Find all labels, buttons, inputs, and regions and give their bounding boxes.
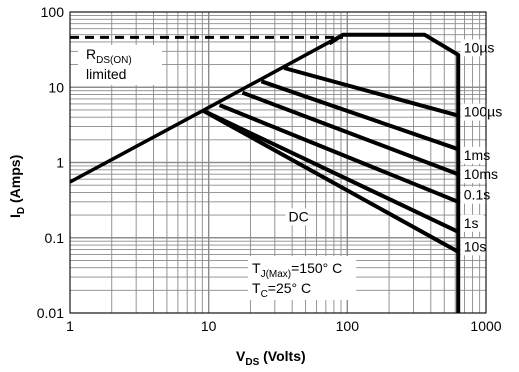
curve-label-bg xyxy=(460,166,501,184)
x-tick-label: 100 xyxy=(336,318,360,334)
series-line-10us xyxy=(328,32,461,313)
rdson-label: RDS(ON) xyxy=(86,46,132,66)
curve-label: 10µs xyxy=(464,39,495,55)
y-axis-title-sub: D xyxy=(16,207,27,214)
condition-tc-rest: =25° C xyxy=(268,280,311,296)
rdson-label-sub: DS(ON) xyxy=(96,55,132,66)
curve-label-bg xyxy=(460,103,510,121)
x-axis-title: VDS (Volts) xyxy=(236,348,306,368)
condition-tj-sub: J(Max) xyxy=(261,269,292,280)
rdson-label-box xyxy=(78,45,162,85)
rdson-label-main: R xyxy=(86,46,96,62)
x-axis-title-rest: (Volts) xyxy=(259,348,305,364)
y-axis-title: ID (Amps) xyxy=(7,155,27,218)
curve-label: 10ms xyxy=(464,166,498,182)
y-axis-title-rest: (Amps) xyxy=(7,155,23,207)
x-axis-title-sub: DS xyxy=(245,357,259,368)
curve-label-bg xyxy=(460,186,501,204)
condition-tj-rest: =150° C xyxy=(291,260,342,276)
conditions-box xyxy=(248,256,356,300)
y-tick-label: 0.01 xyxy=(37,305,64,321)
x-tick-label: 1000 xyxy=(470,318,501,334)
series-line-dc xyxy=(202,108,460,254)
series-line-1s xyxy=(202,108,460,234)
series-line-1ms xyxy=(260,79,459,152)
y-axis-title-main: I xyxy=(7,214,23,218)
series-line-0-1s xyxy=(218,103,459,204)
curve-label: 10s xyxy=(464,238,487,254)
curve-label: 1ms xyxy=(464,147,490,163)
x-axis-title-main: V xyxy=(236,348,246,364)
curve-label-bg xyxy=(460,214,484,232)
plot-border xyxy=(69,11,487,314)
curve-label: 0.1s xyxy=(464,187,490,203)
y-tick-label: 0.1 xyxy=(45,230,65,246)
grid xyxy=(69,11,487,314)
curve-label-bg xyxy=(460,238,493,256)
condition-tc: TC=25° C xyxy=(252,280,311,300)
y-tick-label: 1 xyxy=(56,155,64,171)
condition-tc-sub: C xyxy=(261,289,268,300)
x-tick-label: 10 xyxy=(201,318,217,334)
rdson-label-line2: limited xyxy=(86,66,126,82)
data-marks xyxy=(69,32,461,313)
curve-label: DC xyxy=(288,208,308,224)
condition-tj-main: T xyxy=(252,260,261,276)
y-tick-label: 10 xyxy=(48,79,64,95)
x-tick-label: 1 xyxy=(66,318,74,334)
condition-tc-main: T xyxy=(252,280,261,296)
curve-labels: 10µs 100µs 1ms 10ms 0.1s 1s 10s DC xyxy=(285,39,510,256)
curve-label-bg xyxy=(460,146,493,164)
curve-label-bg xyxy=(285,208,309,226)
curve-label: 100µs xyxy=(464,104,502,120)
condition-tj: TJ(Max)=150° C xyxy=(252,260,342,280)
curve-label-bg xyxy=(460,39,501,57)
curve-label: 1s xyxy=(464,215,479,231)
series-line-10ms xyxy=(241,90,459,177)
series-line-100us xyxy=(283,66,459,118)
y-tick-label: 100 xyxy=(41,4,65,20)
tick-labels: 1 10 100 1000 100 10 1 0.1 0.01 xyxy=(37,4,502,334)
